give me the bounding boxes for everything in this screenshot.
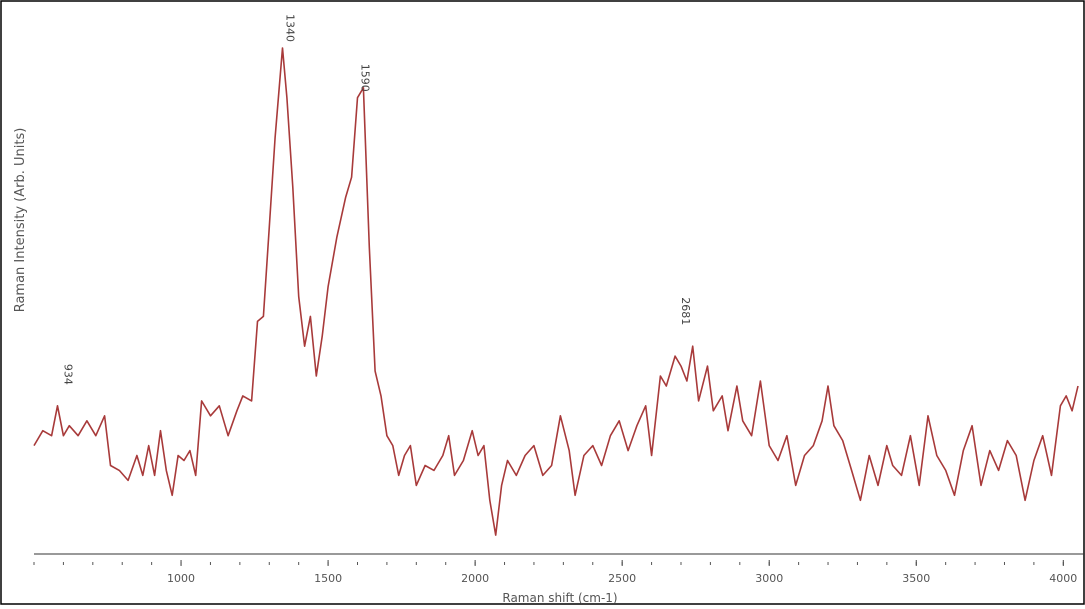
x-tick-label: 4000: [1049, 572, 1077, 585]
x-tick-label: 1500: [314, 572, 342, 585]
x-tick-label: 2500: [608, 572, 636, 585]
peak-annotation-label: 1340: [284, 14, 297, 42]
x-tick-label: 3500: [902, 572, 930, 585]
x-tick-label: 2000: [461, 572, 489, 585]
peak-annotation-label: 934: [61, 364, 74, 385]
peak-annotation-label: 2681: [679, 297, 692, 325]
spectrum-series-line: [33, 47, 1079, 536]
x-axis-label: Raman shift (cm-1): [502, 591, 617, 605]
x-tick-label: 3000: [755, 572, 783, 585]
y-axis-label: Raman Intensity (Arb. Units): [13, 128, 28, 313]
x-tick-label: 1000: [167, 572, 195, 585]
peak-annotation-label: 1590: [358, 64, 371, 92]
